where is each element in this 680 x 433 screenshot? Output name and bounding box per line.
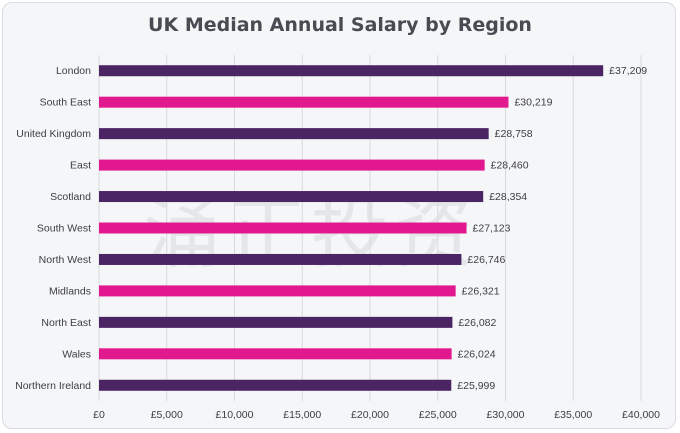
data-label: £26,024 <box>458 348 496 360</box>
category-label: Northern Ireland <box>15 380 91 392</box>
data-label: £37,209 <box>609 65 647 77</box>
chart-title: UK Median Annual Salary by Region <box>148 14 532 36</box>
data-label: £25,999 <box>457 380 495 392</box>
x-tick-label: £35,000 <box>554 409 592 421</box>
x-tick-label: £0 <box>93 409 105 421</box>
category-label: Scotland <box>50 191 91 203</box>
category-label: Midlands <box>49 285 91 297</box>
data-label: £26,746 <box>467 254 505 266</box>
data-label: £26,082 <box>458 317 496 329</box>
category-label: North East <box>41 317 91 329</box>
bar <box>99 316 453 328</box>
bar <box>99 128 489 140</box>
bar <box>99 65 604 77</box>
data-label: £28,758 <box>495 128 533 140</box>
bar <box>99 222 467 234</box>
data-label: £26,321 <box>462 285 500 297</box>
category-label: South West <box>37 223 91 235</box>
data-label: £28,460 <box>491 160 529 172</box>
bar <box>99 159 485 171</box>
category-label: London <box>56 65 91 77</box>
data-label: £27,123 <box>473 223 511 235</box>
x-tick-label: £30,000 <box>487 409 525 421</box>
category-label: United Kingdom <box>16 128 91 140</box>
bar-chart: £0 £5,000 £10,000 £15,000 £20,000 £25,000 £30,… <box>15 55 660 421</box>
x-tick-label: £40,000 <box>622 409 660 421</box>
bar <box>99 191 484 203</box>
category-label: East <box>70 160 91 172</box>
x-tick-label: £5,000 <box>151 409 183 421</box>
bar <box>99 348 452 360</box>
category-label: Wales <box>62 348 91 360</box>
x-tick-label: £25,000 <box>419 409 457 421</box>
x-tick-label: £20,000 <box>351 409 389 421</box>
bar <box>99 379 452 391</box>
x-tick-label: £15,000 <box>283 409 321 421</box>
data-label: £30,219 <box>514 97 552 109</box>
chart-card: UK Median Annual Salary by Region 涌正投资 £… <box>2 2 676 429</box>
bar <box>99 285 456 297</box>
category-label: South East <box>40 97 91 109</box>
category-label: North West <box>39 254 91 266</box>
x-tick-label: £10,000 <box>216 409 254 421</box>
data-label: £28,354 <box>489 191 527 203</box>
bar <box>99 253 462 265</box>
bar <box>99 96 509 108</box>
